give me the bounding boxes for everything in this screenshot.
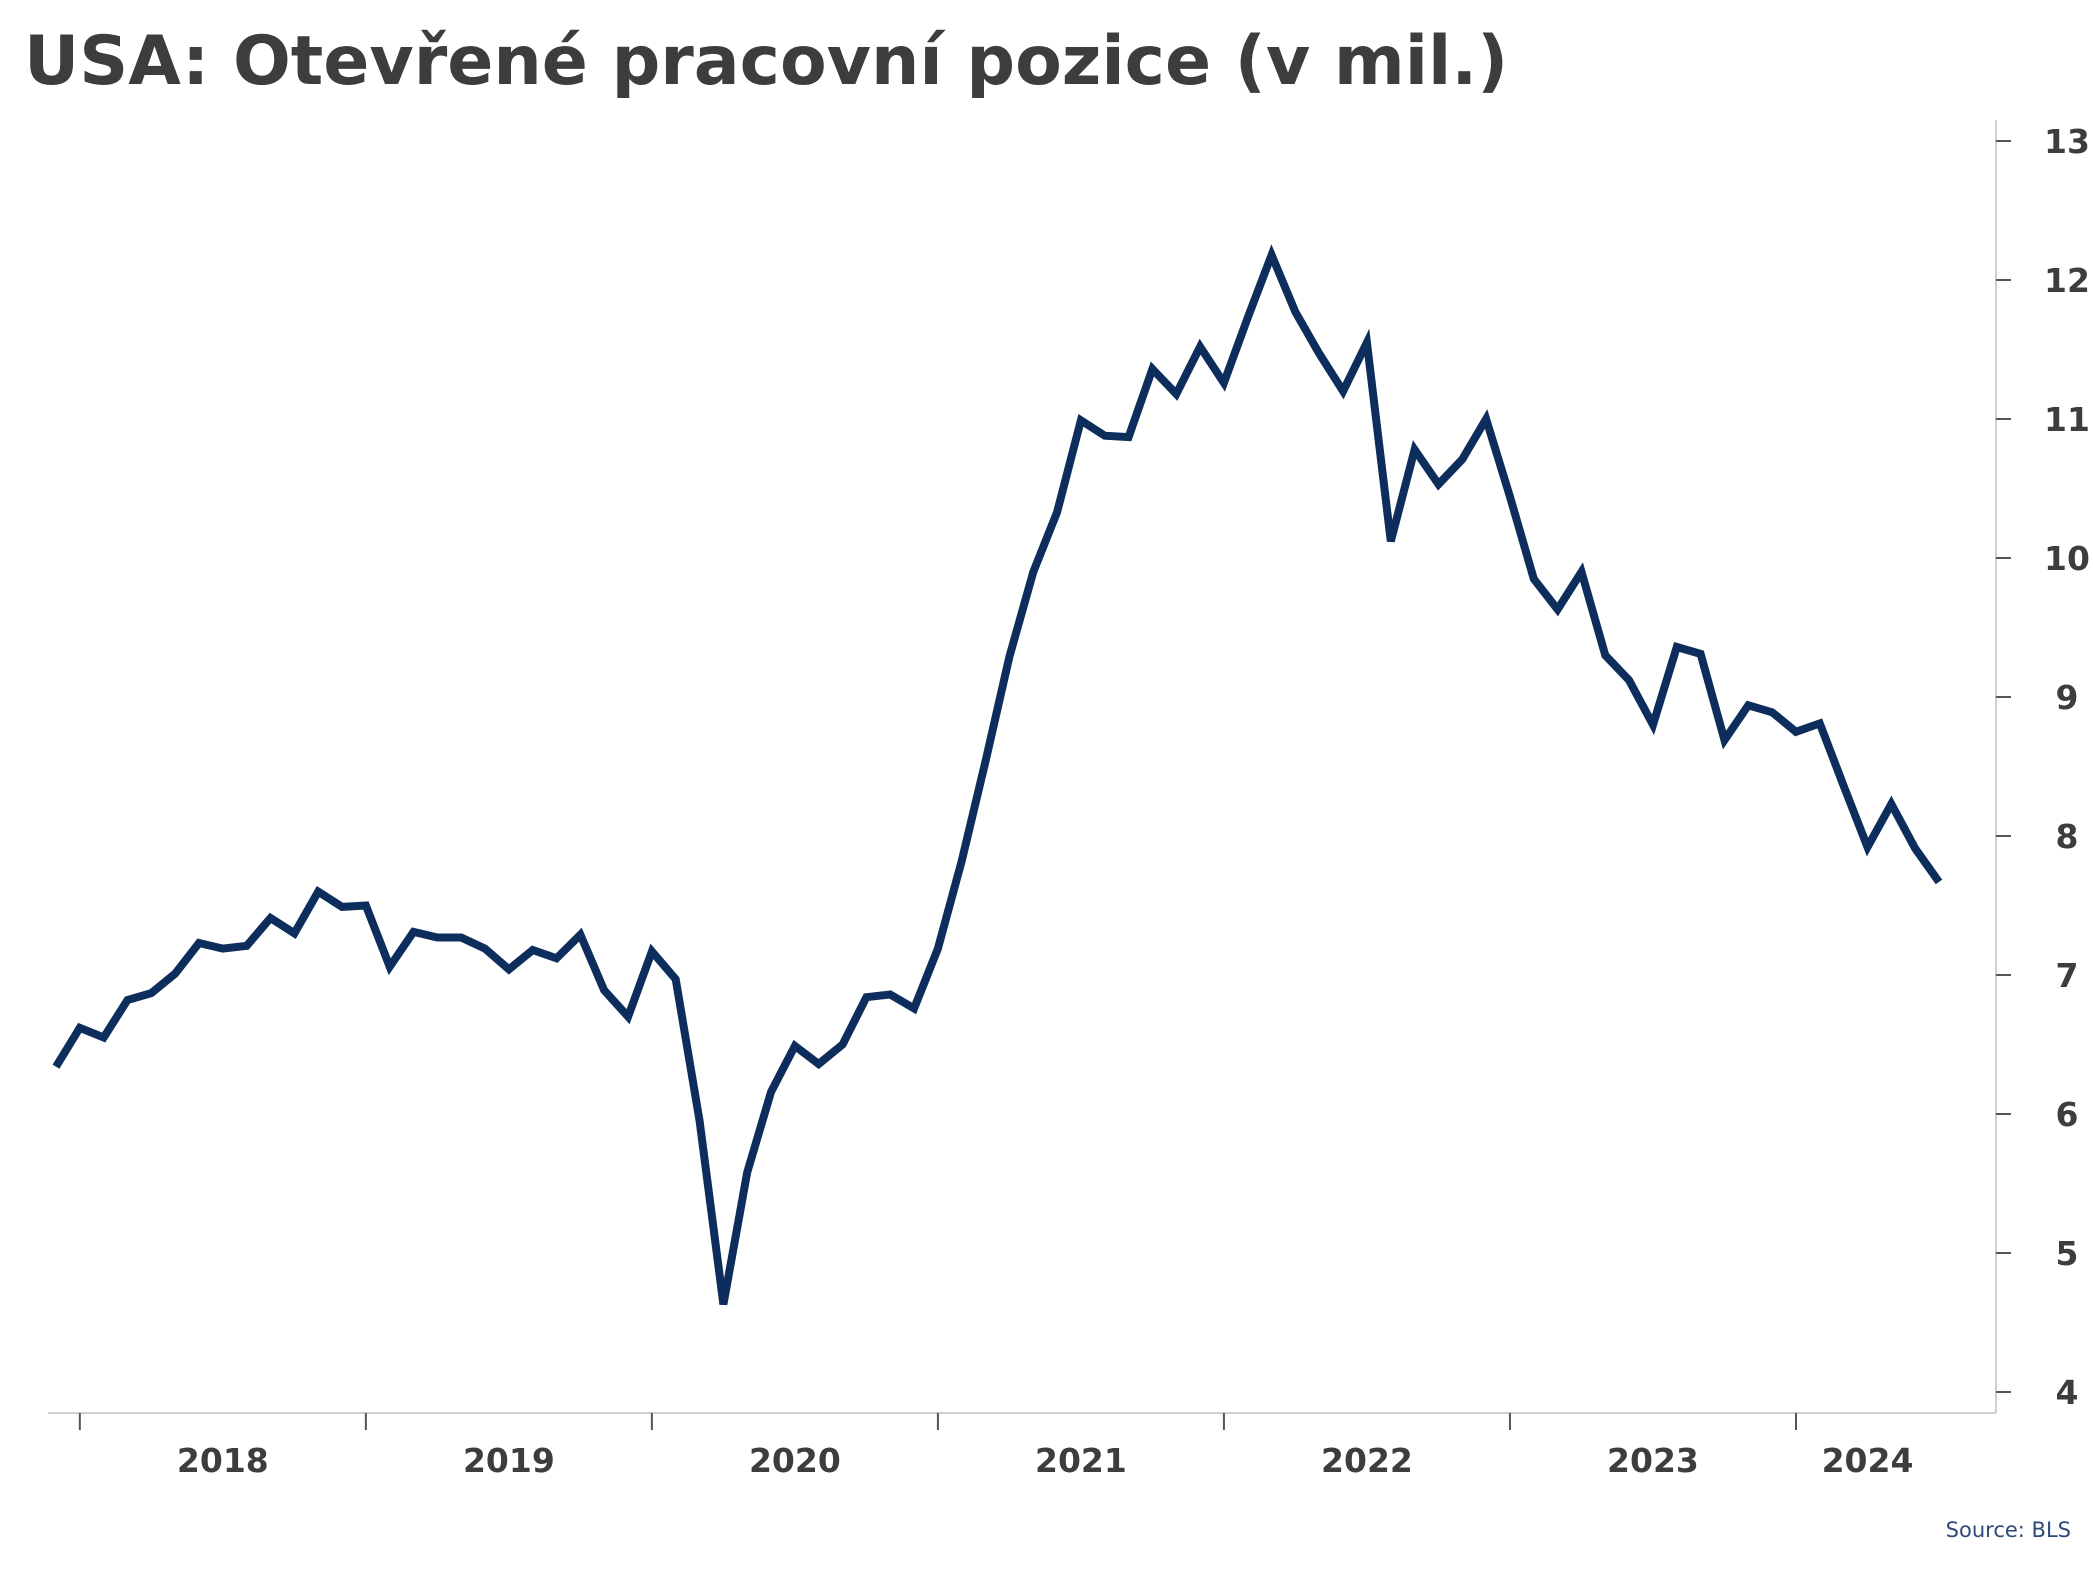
series-group [52, 244, 1943, 1306]
x-tick-label: 2024 [1822, 1441, 1914, 1480]
series-line-job-openings [52, 244, 1943, 1306]
y-tick-label: 9 [2056, 678, 2079, 717]
y-tick-label: 7 [2056, 956, 2079, 995]
y-tick-label: 8 [2056, 817, 2079, 856]
y-tick-label: 13 [2044, 122, 2090, 161]
y-tick-label: 11 [2044, 400, 2090, 439]
x-tick-label: 2022 [1321, 1441, 1413, 1480]
y-tick-label: 10 [2044, 539, 2090, 578]
y-tick-label: 6 [2056, 1095, 2079, 1134]
y-axis: 4 5 6 7 8 9 10 11 12 13 [1995, 120, 2090, 1413]
source-note: Source: BLS [1945, 1518, 2071, 1542]
y-tick-label: 5 [2056, 1234, 2079, 1273]
x-tick-label: 2020 [749, 1441, 841, 1480]
y-tick-label: 4 [2056, 1373, 2079, 1412]
x-tick-label: 2023 [1607, 1441, 1699, 1480]
chart-title: USA: Otevřené pracovní pozice (v mil.) [24, 22, 1509, 101]
x-tick-label: 2018 [177, 1441, 269, 1480]
x-tick-label: 2019 [463, 1441, 555, 1480]
x-axis: 2018 2019 2020 2021 2022 2023 2024 [48, 1412, 1996, 1480]
x-tick-label: 2021 [1035, 1441, 1127, 1480]
y-tick-label: 12 [2044, 261, 2090, 300]
